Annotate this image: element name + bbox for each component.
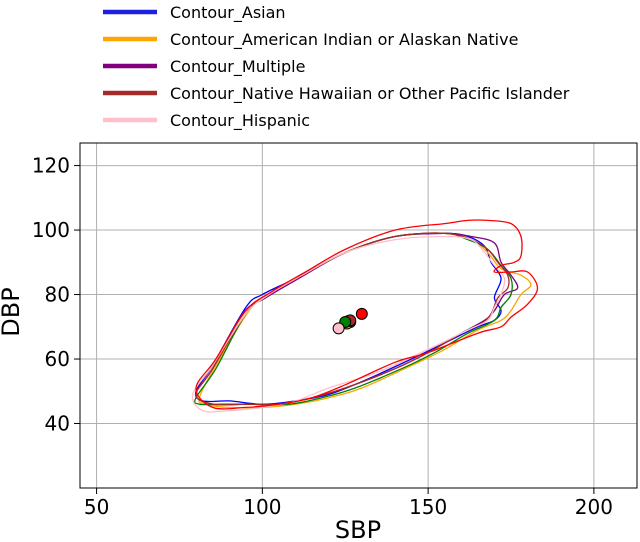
x-tick-label-0: 50 — [84, 495, 109, 519]
legend: Contour_Asian Contour_American Indian or … — [103, 3, 570, 131]
y-tick-label-4: 120 — [32, 154, 70, 178]
x-axis-label: SBP — [335, 516, 381, 542]
centroid-point-6 — [355, 307, 368, 320]
x-tick-label-1: 100 — [243, 495, 281, 519]
y-tick-label-2: 80 — [45, 283, 70, 307]
centroid-point-5 — [332, 322, 345, 335]
y-tick-label-1: 60 — [45, 347, 70, 371]
x-tick-label-3: 200 — [575, 495, 613, 519]
legend-label-1: Contour_American Indian or Alaskan Nativ… — [170, 30, 518, 50]
grid — [80, 143, 637, 488]
legend-label-0: Contour_Asian — [170, 3, 286, 23]
y-tick-label-0: 40 — [45, 412, 70, 436]
legend-label-3: Contour_Native Hawaiian or Other Pacific… — [170, 84, 570, 104]
contours — [191, 219, 539, 413]
contour-line-6 — [195, 219, 539, 410]
legend-label-4: Contour_Hispanic — [170, 111, 310, 131]
x-tick-label-2: 150 — [409, 495, 447, 519]
ticks: 50 100 150 200 40 60 80 100 120 — [32, 154, 613, 519]
contour-line-1 — [198, 232, 532, 409]
plot-frame — [79, 142, 638, 489]
centroids — [332, 307, 368, 335]
legend-label-2: Contour_Multiple — [170, 57, 305, 77]
y-tick-label-3: 100 — [32, 218, 70, 242]
y-axis-label: DBP — [0, 287, 25, 336]
